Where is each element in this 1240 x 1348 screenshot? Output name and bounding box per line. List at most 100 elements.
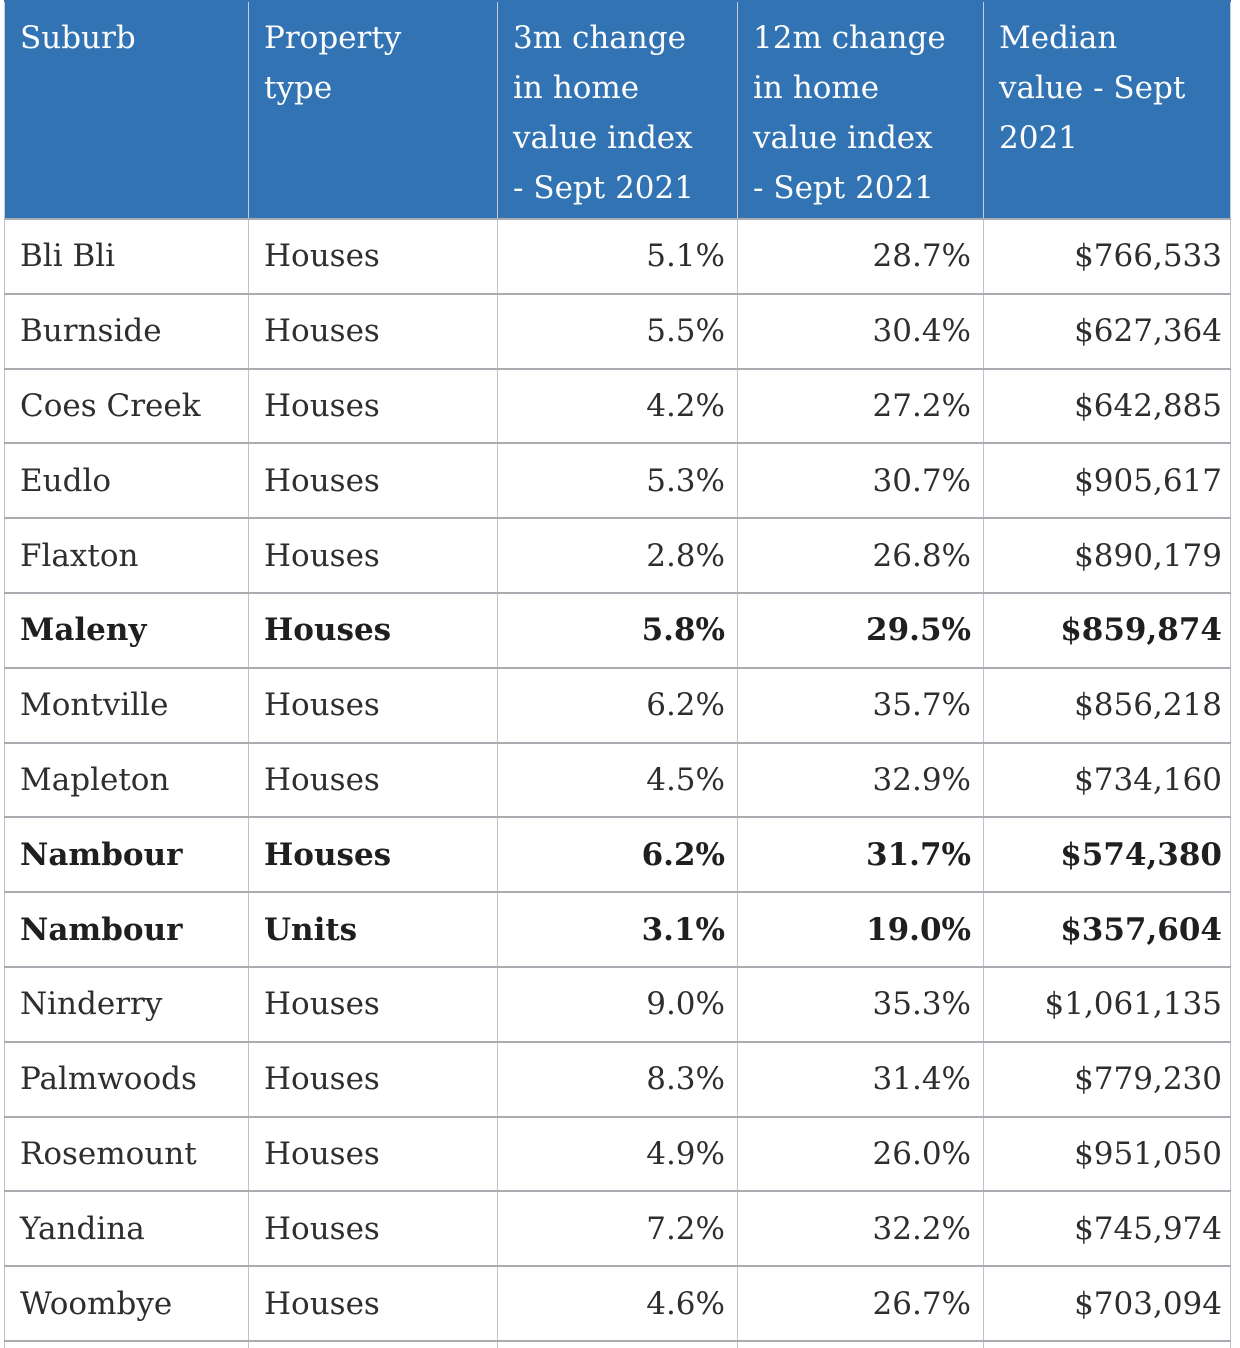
3m-change-cell: 2.8% — [497, 517, 738, 594]
table-row: Woombye Houses 4.6% 26.7% $703,094 — [4, 1265, 1231, 1342]
median-value-cell: $951,050 — [983, 1115, 1231, 1193]
suburb-cell: Flaxton — [4, 517, 249, 594]
median-value-cell: $905,617 — [983, 442, 1231, 520]
12m-change-cell: 31.7% — [737, 816, 984, 894]
3m-change-cell: 4.5% — [497, 741, 738, 819]
property-type-cell: Houses — [248, 1265, 498, 1342]
table-body: Bli Bli Houses 5.1% 28.7% $766,533 Burnside Ho… — [4, 218, 1231, 1348]
median-value-cell: $627,364 — [983, 292, 1231, 370]
property-type-cell: Houses — [248, 816, 498, 894]
suburb-cell: Burnside — [4, 292, 249, 370]
table-header: Suburb Property type 3m change in home v… — [4, 0, 1231, 220]
property-type-cell: Houses — [248, 741, 498, 819]
3m-change-cell: 9.0% — [497, 965, 738, 1043]
suburb-cell: Ninderry — [4, 965, 249, 1043]
median-value-cell — [983, 1339, 1231, 1348]
table-row: Yandina Houses 7.2% 32.2% $745,974 — [4, 1190, 1231, 1268]
suburb-cell: Yandina — [4, 1190, 249, 1268]
suburb-cell — [4, 1339, 249, 1348]
median-value-cell: $890,179 — [983, 517, 1231, 594]
3m-change-cell — [497, 1339, 738, 1348]
column-header-property-type: Property type — [248, 0, 498, 220]
table-row: Rosemount Houses 4.9% 26.0% $951,050 — [4, 1115, 1231, 1193]
table-row: Bli Bli Houses 5.1% 28.7% $766,533 — [4, 218, 1231, 295]
table-row: Nambour Houses 6.2% 31.7% $574,380 — [4, 816, 1231, 894]
suburb-cell: Bli Bli — [4, 218, 249, 295]
property-type-cell — [248, 1339, 498, 1348]
property-type-cell: Units — [248, 891, 498, 968]
suburb-cell: Woombye — [4, 1265, 249, 1342]
median-value-cell: $574,380 — [983, 816, 1231, 894]
12m-change-cell: 27.2% — [737, 367, 984, 445]
suburb-cell: Maleny — [4, 591, 249, 669]
table-row: Flaxton Houses 2.8% 26.8% $890,179 — [4, 517, 1231, 594]
12m-change-cell: 26.8% — [737, 517, 984, 594]
column-header-median-value: Median value - Sept 2021 — [983, 0, 1231, 220]
property-table-container: Suburb Property type 3m change in home v… — [4, 0, 1234, 1348]
property-type-cell: Houses — [248, 218, 498, 295]
suburb-cell: Palmwoods — [4, 1040, 249, 1118]
12m-change-cell: 35.7% — [737, 666, 984, 744]
3m-change-cell: 7.2% — [497, 1190, 738, 1268]
3m-change-cell: 5.8% — [497, 591, 738, 669]
12m-change-cell: 30.4% — [737, 292, 984, 370]
3m-change-cell: 3.1% — [497, 891, 738, 968]
property-type-cell: Houses — [248, 517, 498, 594]
12m-change-cell: 31.4% — [737, 1040, 984, 1118]
table-row: Montville Houses 6.2% 35.7% $856,218 — [4, 666, 1231, 744]
property-type-cell: Houses — [248, 666, 498, 744]
property-type-cell: Houses — [248, 1115, 498, 1193]
property-type-cell: Houses — [248, 1190, 498, 1268]
property-type-cell: Houses — [248, 1040, 498, 1118]
3m-change-cell: 6.2% — [497, 816, 738, 894]
12m-change-cell: 26.0% — [737, 1115, 984, 1193]
12m-change-cell: 29.5% — [737, 591, 984, 669]
table-row: Ninderry Houses 9.0% 35.3% $1,061,135 — [4, 965, 1231, 1043]
table-row: Maleny Houses 5.8% 29.5% $859,874 — [4, 591, 1231, 669]
median-value-cell: $703,094 — [983, 1265, 1231, 1342]
property-type-cell: Houses — [248, 591, 498, 669]
3m-change-cell: 4.2% — [497, 367, 738, 445]
12m-change-cell — [737, 1339, 984, 1348]
median-value-cell: $859,874 — [983, 591, 1231, 669]
table-row: Coes Creek Houses 4.2% 27.2% $642,885 — [4, 367, 1231, 445]
property-type-cell: Houses — [248, 292, 498, 370]
12m-change-cell: 30.7% — [737, 442, 984, 520]
suburb-cell: Eudlo — [4, 442, 249, 520]
3m-change-cell: 5.3% — [497, 442, 738, 520]
12m-change-cell: 19.0% — [737, 891, 984, 968]
table-row: Palmwoods Houses 8.3% 31.4% $779,230 — [4, 1040, 1231, 1118]
3m-change-cell: 4.9% — [497, 1115, 738, 1193]
table-row: Eudlo Houses 5.3% 30.7% $905,617 — [4, 442, 1231, 520]
property-type-cell: Houses — [248, 965, 498, 1043]
median-value-cell: $766,533 — [983, 218, 1231, 295]
3m-change-cell: 4.6% — [497, 1265, 738, 1342]
table-row: Burnside Houses 5.5% 30.4% $627,364 — [4, 292, 1231, 370]
median-value-cell: $745,974 — [983, 1190, 1231, 1268]
column-header-3m-change: 3m change in home value index - Sept 202… — [497, 0, 738, 220]
median-value-cell: $779,230 — [983, 1040, 1231, 1118]
median-value-cell: $357,604 — [983, 891, 1231, 968]
median-value-cell: $1,061,135 — [983, 965, 1231, 1043]
3m-change-cell: 5.5% — [497, 292, 738, 370]
suburb-cell: Mapleton — [4, 741, 249, 819]
3m-change-cell: 8.3% — [497, 1040, 738, 1118]
table-row: Nambour Units 3.1% 19.0% $357,604 — [4, 891, 1231, 968]
suburb-cell: Montville — [4, 666, 249, 744]
table-row-partial — [4, 1339, 1231, 1348]
median-value-cell: $734,160 — [983, 741, 1231, 819]
12m-change-cell: 28.7% — [737, 218, 984, 295]
median-value-cell: $856,218 — [983, 666, 1231, 744]
suburb-cell: Rosemount — [4, 1115, 249, 1193]
column-header-suburb: Suburb — [4, 0, 249, 220]
suburb-cell: Nambour — [4, 891, 249, 968]
median-value-cell: $642,885 — [983, 367, 1231, 445]
column-header-12m-change: 12m change in home value index - Sept 20… — [737, 0, 984, 220]
12m-change-cell: 32.2% — [737, 1190, 984, 1268]
table-row: Mapleton Houses 4.5% 32.9% $734,160 — [4, 741, 1231, 819]
property-type-cell: Houses — [248, 442, 498, 520]
3m-change-cell: 5.1% — [497, 218, 738, 295]
suburb-cell: Coes Creek — [4, 367, 249, 445]
suburb-property-values-table: Suburb Property type 3m change in home v… — [4, 0, 1231, 1348]
